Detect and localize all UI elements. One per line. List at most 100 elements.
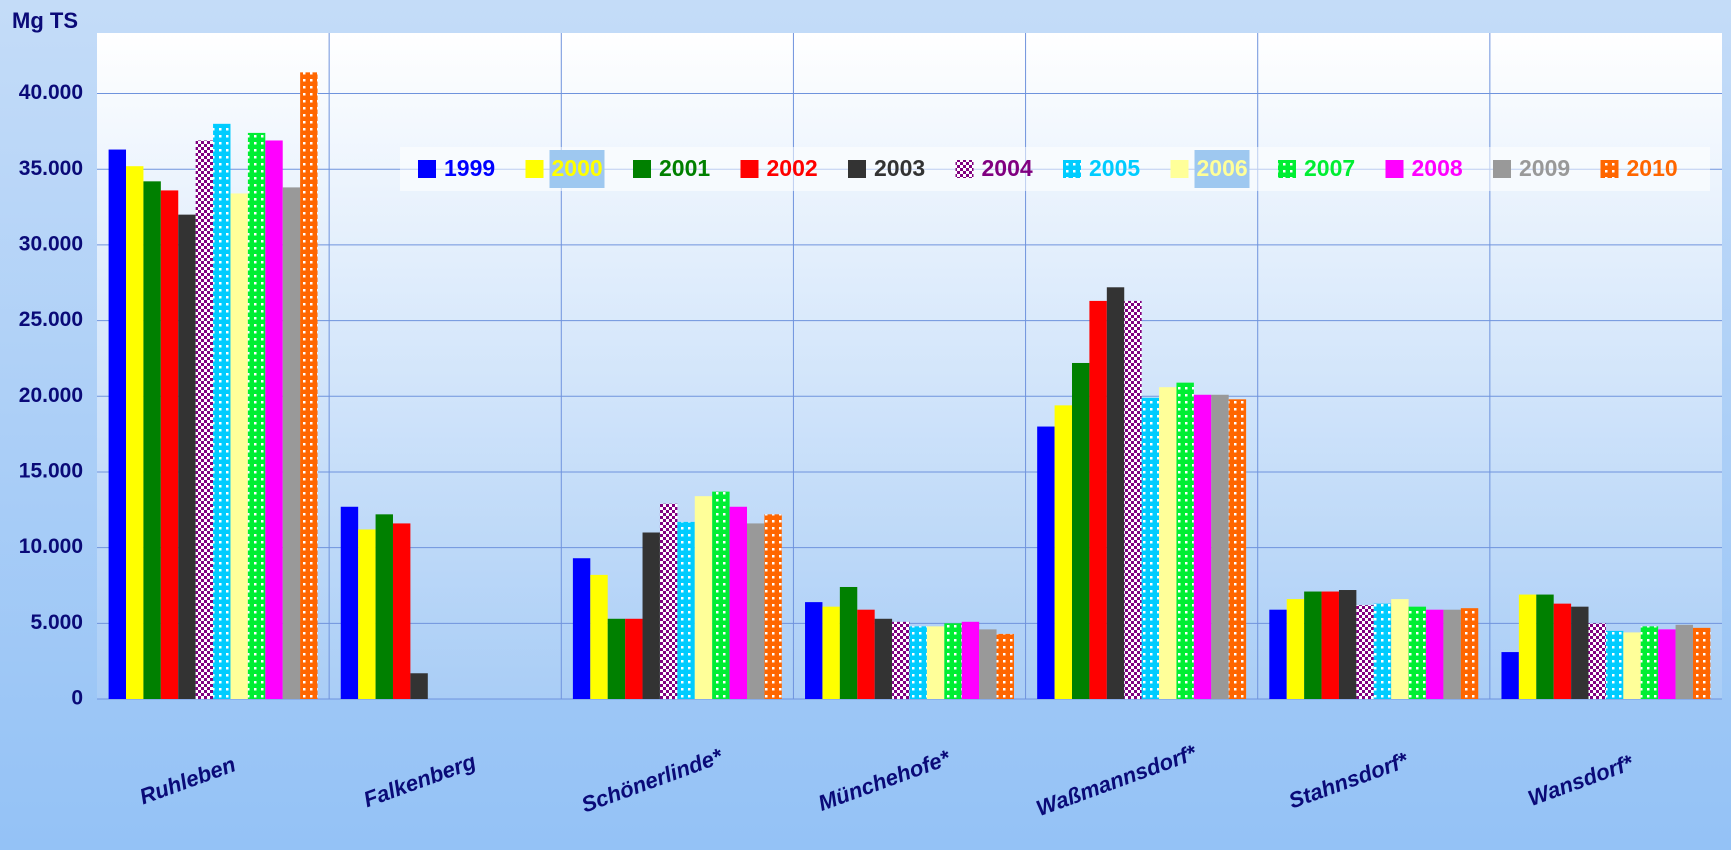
legend-swatch [633,160,651,178]
y-tick-label: 10.000 [19,535,83,558]
y-axis-label: Mg TS [12,8,78,33]
legend-label-highlight [549,150,605,188]
bar [195,140,214,699]
legend-swatch [1600,160,1619,178]
bar [1106,287,1125,699]
legend-label: 1999 [444,155,495,181]
legend-label: 2002 [767,155,818,181]
bar [1304,591,1322,699]
bar [282,187,301,699]
bar [126,166,144,699]
bar [1338,590,1357,699]
y-tick-label: 0 [71,687,83,710]
bar [1373,603,1392,699]
bar [572,558,591,699]
bar [143,181,161,699]
bar [1426,609,1444,699]
y-tick-label: 25.000 [19,308,83,331]
bar [805,602,823,699]
bar [590,574,608,699]
legend-label: 2001 [659,155,710,181]
bar [1124,300,1142,699]
bar [1211,394,1229,699]
bar [1536,594,1554,699]
y-tick-label: 30.000 [19,232,83,255]
bar [1658,629,1676,699]
bar [1605,630,1624,699]
bar [1571,606,1589,699]
bar [1269,609,1287,699]
bar [642,532,660,699]
bar [892,621,910,699]
bar [410,673,428,699]
y-tick-label: 20.000 [19,384,83,407]
legend-label: 2003 [874,155,925,181]
legend-swatch [1063,160,1081,178]
bar [1193,394,1212,699]
bar [300,72,318,699]
y-tick-label: 15.000 [19,460,83,483]
bar [1141,397,1160,699]
legend-label: 2010 [1627,155,1678,181]
bar [1054,405,1072,699]
bar [1623,632,1641,699]
legend-swatch [1493,160,1511,178]
bar [961,621,980,699]
legend-label: 2009 [1519,155,1570,181]
bar [1501,652,1519,699]
bar [996,633,1014,699]
legend-swatch [1278,160,1296,178]
legend-swatch [740,160,759,178]
bar [1443,609,1461,699]
bar [1176,382,1194,699]
bar [358,529,376,699]
bar [874,618,893,699]
bar [1286,599,1305,699]
legend-label: 2005 [1089,155,1140,181]
bar [1089,300,1107,699]
bar [1518,594,1537,699]
bar [1408,606,1427,699]
bar [926,626,945,699]
bar [108,149,127,700]
legend-swatch [1385,160,1404,178]
bar [729,506,747,699]
bar [1072,362,1090,699]
bar [839,586,858,699]
bar [178,214,196,700]
bar [712,491,730,699]
bar [979,629,997,699]
legend-swatch [525,160,544,178]
bar [1159,387,1177,699]
y-tick-label: 35.000 [19,157,83,180]
y-tick-label: 40.000 [19,81,83,104]
bar [677,521,695,699]
bar [1391,599,1409,699]
legend-label: 2000 [552,155,603,181]
bar [1588,623,1606,699]
bar [607,618,626,699]
bar [1675,624,1693,699]
legend-swatch [848,160,866,178]
bar [340,506,359,699]
bar [909,626,927,699]
bar [857,609,875,699]
bar [392,523,411,699]
bar [747,523,765,699]
bar [659,503,678,699]
bar [822,606,840,699]
legend-label: 2004 [982,155,1033,181]
legend-box [400,147,1710,191]
y-tick-label: 5.000 [30,611,83,634]
bar [265,140,283,699]
bar [1553,603,1572,699]
legend-label: 2008 [1412,155,1463,181]
bar [1037,426,1055,699]
bar [1321,591,1339,699]
bar [375,514,393,699]
bar [230,193,248,700]
bar [1460,608,1479,699]
legend-label-highlight [1194,150,1250,188]
bar [213,123,231,700]
